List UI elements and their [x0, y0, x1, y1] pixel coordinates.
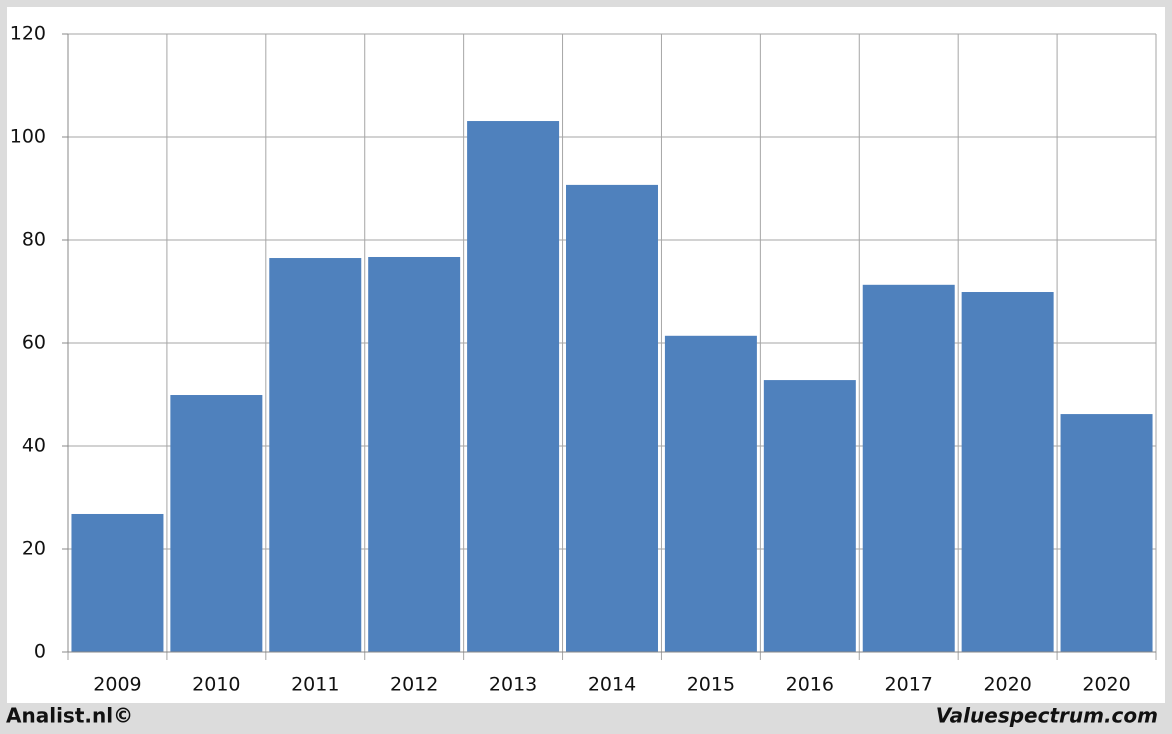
- y-tick-label: 0: [34, 641, 46, 663]
- bar: [1060, 414, 1153, 652]
- x-tick-label: 2010: [192, 674, 240, 696]
- bar: [961, 292, 1054, 652]
- x-tick-label: 2014: [588, 674, 636, 696]
- bar: [763, 380, 856, 652]
- x-tick-label: 2013: [489, 674, 537, 696]
- footer-right: Valuespectrum.com: [936, 704, 1158, 728]
- bar: [862, 284, 955, 652]
- y-tick-label: 120: [10, 23, 46, 45]
- bar: [368, 256, 461, 652]
- y-tick-label: 100: [10, 126, 46, 148]
- x-tick-label: 2020: [983, 674, 1031, 696]
- bar: [566, 184, 658, 652]
- x-tick-label: 2020: [1082, 674, 1130, 696]
- x-tick-label: 2016: [786, 674, 834, 696]
- x-tick-label: 2015: [687, 674, 735, 696]
- bar: [71, 513, 164, 652]
- y-tick-label: 40: [22, 435, 46, 457]
- y-tick-label: 80: [22, 229, 46, 251]
- x-tick-label: 2009: [93, 674, 141, 696]
- y-tick-label: 20: [22, 538, 46, 560]
- x-tick-label: 2012: [390, 674, 438, 696]
- bar: [170, 395, 263, 652]
- footer-left: Analist.nl©: [6, 704, 133, 728]
- bar: [664, 335, 757, 652]
- bar: [467, 121, 560, 652]
- x-tick-label: 2017: [885, 674, 933, 696]
- y-tick-label: 60: [22, 332, 46, 354]
- bar: [269, 258, 362, 652]
- x-tick-label: 2011: [291, 674, 339, 696]
